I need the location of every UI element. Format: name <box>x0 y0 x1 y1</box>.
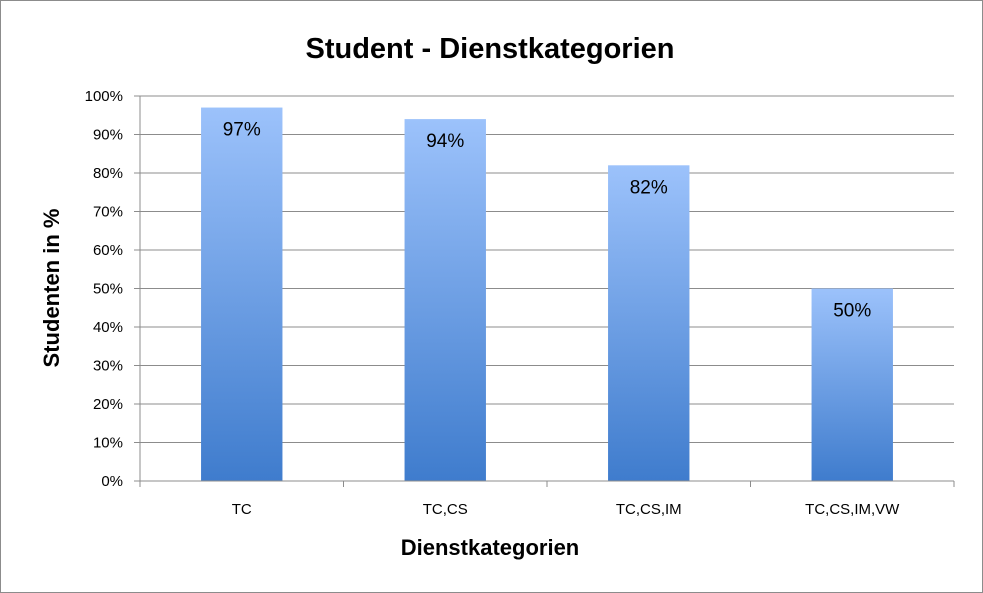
y-tick-label: 0% <box>101 473 123 490</box>
x-tick-label: TC <box>232 501 252 518</box>
y-axis-title: Studenten in % <box>39 209 64 368</box>
y-tick-label: 10% <box>93 435 123 452</box>
x-axis-title: Dienstkategorien <box>401 535 580 560</box>
y-tick-label: 100% <box>85 88 123 105</box>
data-label: 94% <box>426 131 464 152</box>
x-tick-label: TC,CS <box>423 501 468 518</box>
bar <box>404 119 486 481</box>
y-tick-label: 70% <box>93 204 123 221</box>
bar <box>608 165 690 482</box>
y-tick-label: 40% <box>93 319 123 336</box>
labels: 0% 10% 20% 30% 40% 50% 60% 70% 80% 90% 100% 97% TC 94… <box>85 88 901 518</box>
bars <box>201 107 893 482</box>
bar <box>201 107 283 482</box>
data-label: 97% <box>223 120 261 141</box>
y-tick-label: 20% <box>93 396 123 413</box>
y-tick-label: 50% <box>93 281 123 298</box>
y-tick-label: 90% <box>93 127 123 144</box>
y-tick-label: 30% <box>93 358 123 375</box>
bar <box>811 288 893 481</box>
y-tick-label: 60% <box>93 242 123 259</box>
y-tick-label: 80% <box>93 165 123 182</box>
axes <box>134 95 955 487</box>
x-tick-label: TC,CS,IM,VW <box>805 501 900 518</box>
data-label: 50% <box>833 301 871 322</box>
x-tick-label: TC,CS,IM <box>616 501 682 518</box>
chart-title: Student - Dienstkategorien <box>306 33 675 65</box>
data-label: 82% <box>630 177 668 198</box>
